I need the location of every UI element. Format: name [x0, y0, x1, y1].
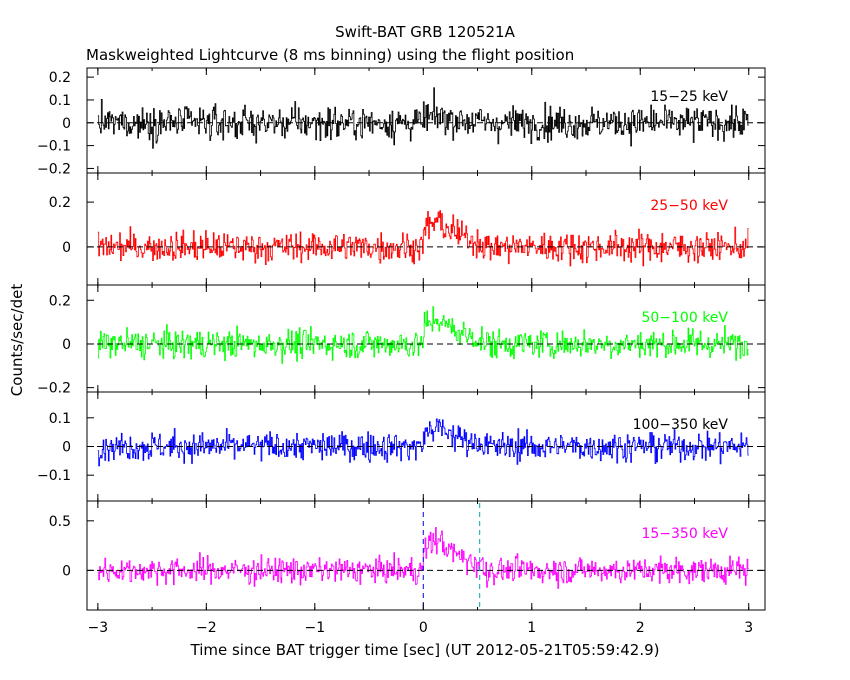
panel-5: 0.5 0 15−350 keV	[49, 500, 766, 611]
y-tick-label: 0	[62, 563, 71, 579]
series-line-2	[97, 210, 749, 267]
y-tick-label: −0.2	[37, 161, 71, 177]
band-label-3: 50−100 keV	[641, 310, 728, 326]
band-label-4: 100−350 keV	[633, 417, 729, 433]
y-tick-label: 0.5	[49, 514, 71, 530]
y-tick-label: −0.1	[37, 139, 71, 155]
y-tick-label: 0.2	[49, 70, 71, 86]
y-tick-label: 0.2	[49, 293, 71, 309]
y-tick-label: −0.2	[37, 381, 71, 397]
chart-title: Swift-BAT GRB 120521A	[335, 23, 515, 41]
band-label-5: 15−350 keV	[641, 526, 728, 542]
x-tick-label: −1	[304, 620, 325, 636]
band-label-1: 15−25 keV	[650, 89, 728, 105]
y-axis-label: Counts/sec/det	[8, 284, 26, 397]
x-tick-labels: −3 −2 −1 0 1 2 3	[88, 620, 754, 636]
x-tick-label: −2	[196, 620, 217, 636]
y-tick-label: 0	[62, 240, 71, 256]
x-axis-label: Time since BAT trigger time [sec] (UT 20…	[190, 641, 660, 659]
x-tick-label: 3	[744, 620, 753, 636]
series-line-3	[97, 306, 749, 364]
panel-4: 0.1 0 −0.1 100−350 keV	[37, 391, 766, 502]
x-tick-label: −3	[88, 620, 109, 636]
panel-frame-5	[86, 500, 766, 611]
band-label-2: 25−50 keV	[650, 198, 728, 214]
series-line-4	[97, 418, 749, 467]
panel-3: 0.2 0 −0.2 50−100 keV	[37, 284, 766, 397]
panel-2: 0.2 0 25−50 keV	[49, 172, 766, 286]
y-tick-label: 0	[62, 440, 71, 456]
y-tick-label: 0.1	[49, 93, 71, 109]
x-tick-label: 0	[419, 620, 428, 636]
chart-subtitle: Maskweighted Lightcurve (8 ms binning) u…	[86, 46, 574, 64]
y-tick-label: 0	[62, 116, 71, 132]
panel-1: 0.2 0.1 0 −0.1 −0.2 15−25 keV	[37, 67, 766, 177]
y-tick-label: 0	[62, 337, 71, 353]
y-tick-label: 0.2	[49, 195, 71, 211]
panel-frame-1	[86, 67, 766, 174]
x-tick-label: 2	[636, 620, 645, 636]
x-tick-label: 1	[527, 620, 536, 636]
series-line-1	[97, 87, 749, 149]
y-tick-label: 0.1	[49, 411, 71, 427]
y-tick-label: −0.1	[37, 468, 71, 484]
